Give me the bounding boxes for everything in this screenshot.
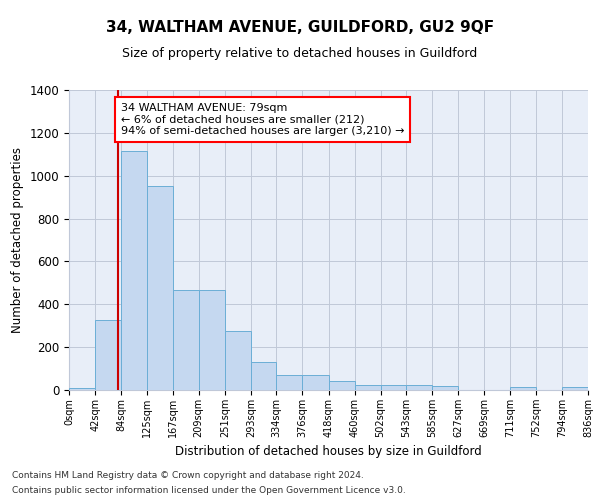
Text: Contains public sector information licensed under the Open Government Licence v3: Contains public sector information licen…: [12, 486, 406, 495]
Bar: [173, 290, 199, 390]
Bar: [355, 384, 380, 390]
Bar: [380, 384, 406, 390]
Bar: [302, 376, 329, 390]
Bar: [406, 384, 432, 390]
Bar: [69, 388, 95, 390]
Y-axis label: Number of detached properties: Number of detached properties: [11, 147, 24, 333]
Bar: [121, 151, 146, 390]
Text: 34 WALTHAM AVENUE: 79sqm
← 6% of detached houses are smaller (212)
94% of semi-d: 34 WALTHAM AVENUE: 79sqm ← 6% of detache…: [121, 103, 404, 136]
Bar: [277, 376, 302, 390]
Text: Contains HM Land Registry data © Crown copyright and database right 2024.: Contains HM Land Registry data © Crown c…: [12, 471, 364, 480]
Bar: [146, 186, 173, 390]
X-axis label: Distribution of detached houses by size in Guildford: Distribution of detached houses by size …: [175, 446, 482, 458]
Bar: [432, 386, 458, 390]
Text: Size of property relative to detached houses in Guildford: Size of property relative to detached ho…: [122, 48, 478, 60]
Bar: [199, 290, 225, 390]
Bar: [95, 320, 121, 390]
Bar: [251, 362, 277, 390]
Bar: [329, 382, 355, 390]
Text: 34, WALTHAM AVENUE, GUILDFORD, GU2 9QF: 34, WALTHAM AVENUE, GUILDFORD, GU2 9QF: [106, 20, 494, 35]
Bar: [511, 387, 536, 390]
Bar: [562, 387, 588, 390]
Bar: [225, 331, 251, 390]
